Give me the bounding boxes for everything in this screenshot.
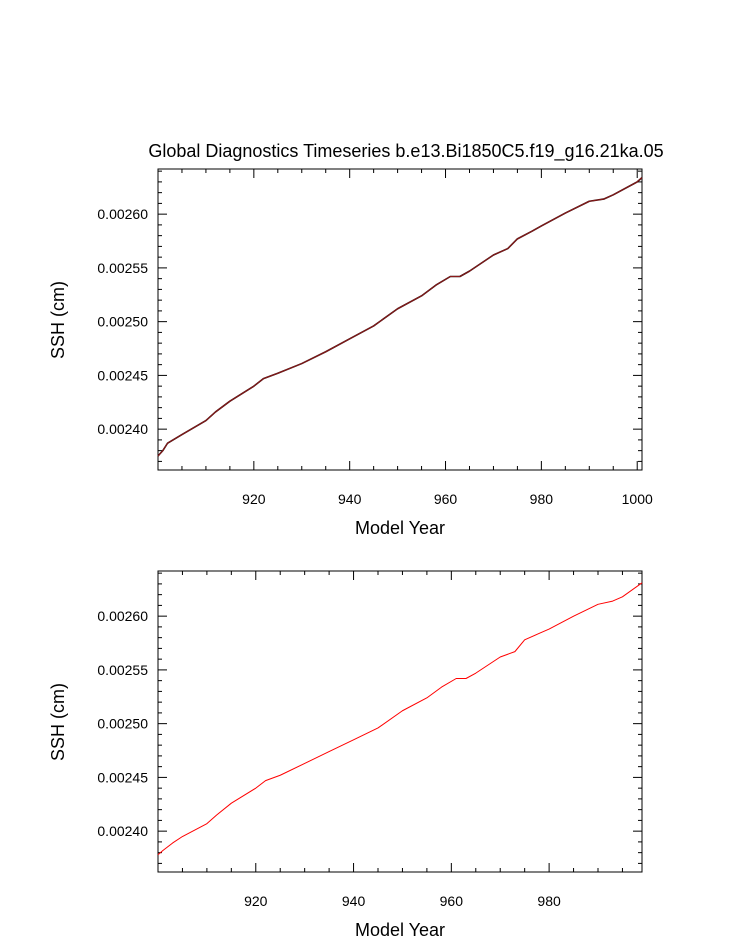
top-x-axis-label: Model Year [355,518,445,538]
top-y-tick-label: 0.00245 [97,367,148,383]
bottom-y-tick-label: 0.00255 [97,662,148,678]
bottom-series-line [157,582,643,856]
bottom-y-axis-label: SSH (cm) [48,683,68,761]
chart-title: Global Diagnostics Timeseries b.e13.Bi18… [148,141,663,162]
top-series-line [157,177,643,457]
top-x-tick-label: 1000 [622,491,653,507]
top-y-tick-label: 0.00250 [97,314,148,330]
bottom-plot-frame [157,570,643,873]
top-x-tick-label: 960 [434,491,458,507]
top-plot-frame [157,168,643,471]
top-panel: Model Year SSH (cm) 920 940 960 980 1000 0.00… [48,168,653,538]
top-x-tick-label: 940 [338,491,362,507]
bottom-y-tick-label: 0.00260 [97,608,148,624]
top-y-tick-label: 0.00240 [97,421,148,437]
top-y-tick-label: 0.00255 [97,260,148,276]
top-y-axis-label: SSH (cm) [48,281,68,359]
bottom-x-tick-label: 980 [537,893,561,909]
top-x-tick-label: 920 [242,491,266,507]
bottom-x-tick-label: 940 [342,893,366,909]
bottom-y-tick-label: 0.00245 [97,769,148,785]
top-series-line-overlay [157,177,643,457]
bottom-panel: Model Year SSH (cm) 920 940 960 980 0.00240 0… [48,570,643,940]
bottom-x-axis-label: Model Year [355,920,445,940]
top-y-tick-label: 0.00260 [97,206,148,222]
bottom-x-tick-label: 920 [244,893,268,909]
bottom-x-tick-label: 960 [440,893,464,909]
bottom-y-tick-label: 0.00250 [97,716,148,732]
bottom-y-tick-label: 0.00240 [97,823,148,839]
top-x-tick-label: 980 [530,491,554,507]
